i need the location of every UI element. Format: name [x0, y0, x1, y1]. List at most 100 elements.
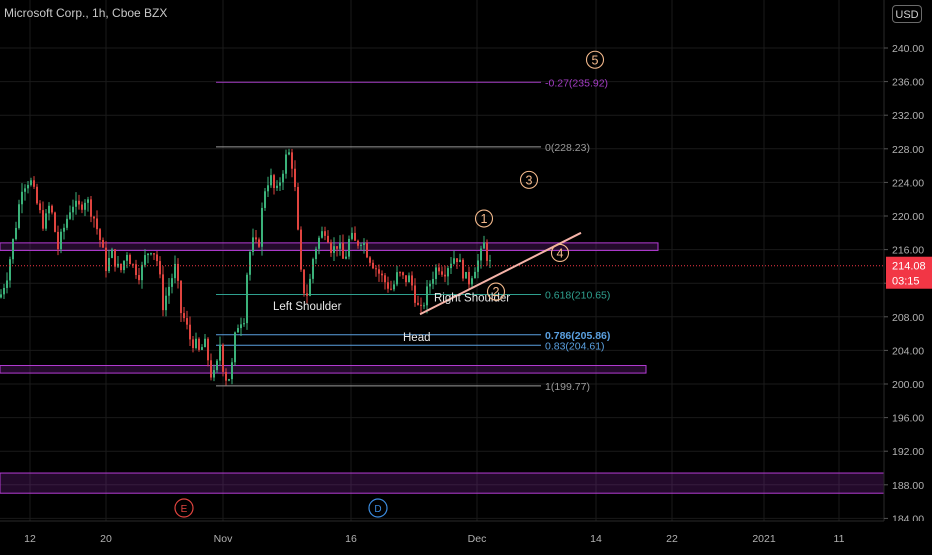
candle-body [420, 304, 422, 306]
symbol-title[interactable]: Microsoft Corp., 1h, Cboe BZX [4, 6, 168, 20]
candle-body [366, 243, 368, 258]
candle-body [312, 259, 314, 279]
wave-label-circle[interactable] [550, 243, 570, 263]
pattern-label[interactable]: Head [403, 332, 431, 344]
candle-body [480, 248, 482, 261]
candle-body [396, 272, 398, 285]
candle-body [330, 242, 332, 253]
time-axis[interactable]: 12 20 Nov 16 Dec 14 22 2021 11 [0, 520, 932, 550]
event-marker-label: D [374, 504, 381, 515]
wave-label-number: 2 [493, 285, 500, 299]
fibonacci-levels[interactable]: -0.27(235.92) 0(228.23) 0.618(210.65) 0.786… [216, 77, 610, 393]
candle-body [168, 286, 170, 296]
candle-body [78, 200, 80, 205]
wave-label-circle[interactable] [519, 170, 539, 189]
candle-body [87, 199, 89, 203]
candle-body [216, 360, 218, 371]
event-marker[interactable] [368, 498, 388, 518]
candle-body [90, 199, 92, 217]
candle-body [237, 328, 239, 333]
annotations[interactable]: Left Shoulder Right Shoulder Head 5 3 1 4 2 E D [0, 50, 884, 518]
candle-body [243, 323, 245, 325]
event-marker[interactable] [174, 498, 194, 518]
candle-body [399, 272, 401, 274]
currency-button[interactable]: USD [892, 5, 922, 23]
candle-body [294, 168, 296, 187]
candle-body [393, 284, 395, 290]
candle-body [72, 206, 74, 213]
price-axis[interactable]: 184.00188.00192.00196.00200.00204.00208.… [883, 0, 932, 550]
candle-body [306, 293, 308, 296]
candle-body [84, 202, 86, 210]
candle-body [444, 274, 446, 277]
candle-body [33, 180, 35, 187]
candle-body [261, 207, 263, 247]
candle-body [225, 371, 227, 381]
candle-body [186, 318, 188, 325]
candle-body [18, 204, 20, 228]
candle-body [255, 237, 257, 240]
candle-body [486, 242, 488, 261]
candle-body [390, 288, 392, 290]
candle-body [156, 254, 158, 262]
candle-body [9, 259, 11, 281]
wave-label-circle[interactable] [474, 209, 494, 228]
fib-level-label: 0.83(204.61) [545, 340, 605, 352]
candle-body [363, 243, 365, 245]
candle-body [339, 242, 341, 249]
wave-label-circle[interactable] [585, 50, 605, 69]
candle-body [381, 273, 383, 276]
candle-body [54, 212, 56, 232]
candle-body [345, 256, 347, 259]
candle-body [57, 231, 59, 250]
time-tick-label: 2021 [752, 533, 776, 545]
fib-level-label: -0.27(235.92) [545, 77, 608, 89]
price-tick-label: 204.00 [892, 345, 924, 357]
candle-body [81, 204, 83, 210]
time-tick-label: Dec [468, 533, 487, 545]
fib-level-label: 0.786(205.86) [545, 330, 610, 342]
candle-body [39, 203, 41, 211]
fib-level-label: 1(199.77) [545, 381, 590, 393]
candle-body [471, 278, 473, 285]
fib-level-label: 0.618(210.65) [545, 290, 610, 302]
candle-body [102, 239, 104, 248]
candle-body [456, 258, 458, 263]
candle-body [348, 238, 350, 257]
candle-body [264, 191, 266, 208]
candle-body [297, 186, 299, 230]
candle-body [30, 180, 32, 185]
candle-body [150, 253, 152, 255]
wave-label-circle[interactable] [486, 282, 506, 301]
candle-body [303, 269, 305, 294]
candle-body [201, 347, 203, 350]
grid [0, 0, 884, 521]
pattern-label[interactable]: Right Shoulder [434, 293, 510, 305]
time-tick-label: 14 [590, 533, 602, 545]
candle-body [174, 263, 176, 279]
candle-body [180, 280, 182, 314]
wave-label-number: 5 [592, 53, 599, 67]
candle-body [318, 237, 320, 249]
price-tick-label: 232.00 [892, 110, 924, 122]
candle-body [231, 362, 233, 380]
candle-body [324, 231, 326, 236]
time-tick-label: 11 [834, 533, 845, 545]
candle-body [48, 205, 50, 214]
support-resistance-zone [0, 365, 647, 374]
price-tick-label: 216.00 [892, 245, 924, 257]
candle-body [384, 275, 386, 283]
price-tick-label: 220.00 [892, 211, 924, 223]
candle-body [147, 253, 149, 256]
candle-body [438, 267, 440, 272]
candle-body [465, 272, 467, 279]
candle-body [108, 257, 110, 272]
candle-body [192, 339, 194, 349]
candle-body [426, 286, 428, 306]
pattern-label[interactable]: Left Shoulder [273, 301, 342, 313]
candle-body [360, 244, 362, 246]
price-badge[interactable] [886, 256, 932, 289]
candle-body [309, 278, 311, 296]
